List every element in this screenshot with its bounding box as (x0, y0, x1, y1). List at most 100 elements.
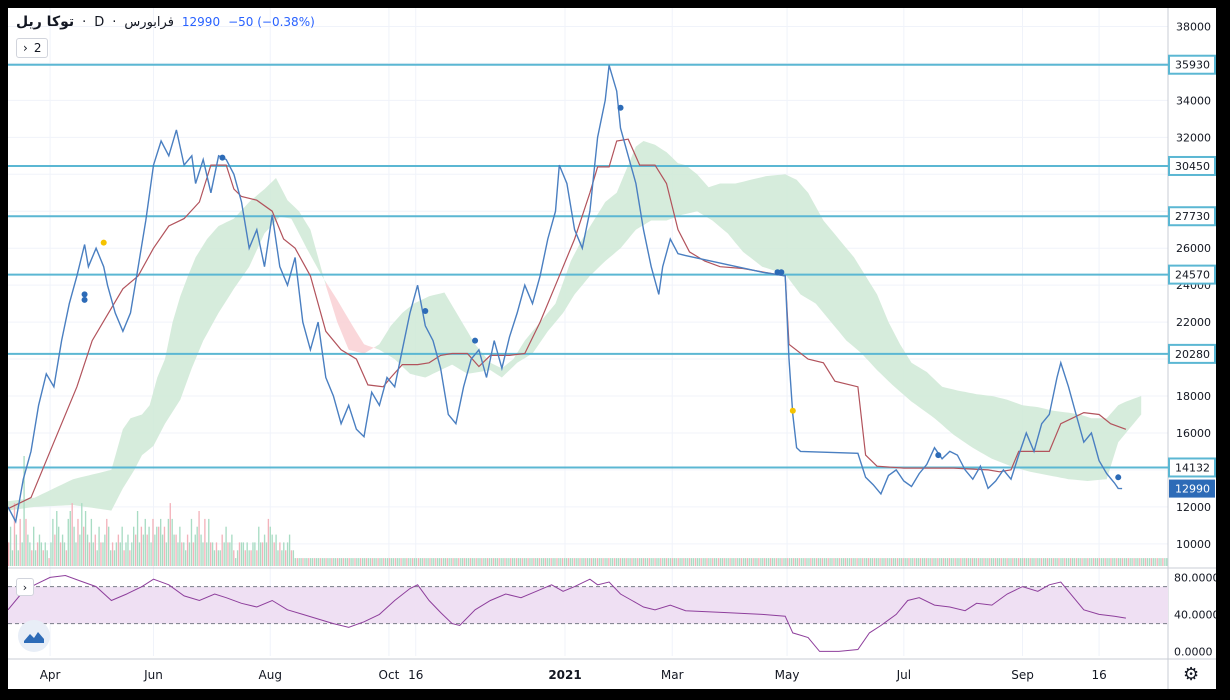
volume-bar (444, 558, 447, 566)
volume-bar (562, 558, 564, 566)
volume-bar (123, 550, 125, 566)
volume-bar (887, 558, 889, 566)
volume-bar (594, 558, 597, 566)
volume-bar (498, 558, 500, 566)
volume-bar (227, 542, 229, 566)
signal-marker (789, 407, 796, 414)
volume-bar (33, 526, 35, 566)
volume-bar (327, 558, 329, 566)
time-tick-label: May (775, 668, 800, 682)
volume-bar (866, 558, 868, 566)
volume-bar (481, 558, 483, 566)
volume-bar (156, 526, 158, 566)
chevron-right-icon: › (23, 41, 28, 55)
volume-bar (290, 550, 293, 566)
volume-bar (210, 542, 212, 566)
volume-bar (687, 558, 689, 566)
volume-bar (614, 558, 616, 566)
chart-canvas[interactable]: 3800034000320002600024000220001800016000… (8, 8, 1216, 689)
volume-bar (413, 558, 416, 566)
volume-bar (660, 558, 662, 566)
volume-bar (1041, 558, 1043, 566)
volume-bar (23, 456, 25, 566)
volume-bar (317, 558, 320, 566)
volume-bar (367, 558, 370, 566)
volume-bar (1141, 558, 1143, 566)
volume-bar (398, 558, 400, 566)
signal-marker (100, 239, 107, 246)
volume-bar (879, 558, 881, 566)
volume-bar (1056, 558, 1058, 566)
volume-bar (300, 558, 302, 566)
volume-bar (527, 558, 529, 566)
volume-bar (17, 550, 19, 566)
volume-bar (454, 558, 456, 566)
interval-label[interactable]: D (94, 14, 105, 30)
volume-bar (1071, 558, 1074, 566)
volume-bar (263, 534, 266, 566)
volume-bar (637, 558, 639, 566)
volume-bar (916, 558, 918, 566)
volume-bar (277, 550, 279, 566)
volume-bar (340, 558, 343, 566)
volume-bar (1133, 558, 1135, 566)
symbol-name[interactable]: توکا ریل (16, 14, 75, 30)
volume-bar (769, 558, 772, 566)
volume-bar (610, 558, 612, 566)
volume-bar (1008, 558, 1010, 566)
volume-bar (989, 558, 991, 566)
volume-bar (286, 542, 289, 566)
volume-bar (248, 550, 250, 566)
level-price-label: 27730 (1175, 210, 1210, 223)
volume-bar (231, 534, 233, 566)
volume-bar (839, 558, 841, 566)
rsi-collapse-button[interactable]: › (16, 578, 34, 596)
volume-bar (410, 558, 412, 566)
volume-bar (100, 542, 102, 566)
volume-bar (964, 558, 966, 566)
volume-bar (617, 558, 620, 566)
collapse-indicators-button[interactable]: › 2 (16, 38, 49, 58)
volume-bar (1127, 558, 1129, 566)
volume-bar (800, 558, 802, 566)
volume-bar (375, 558, 377, 566)
volume-bar (789, 558, 791, 566)
volume-bar (991, 558, 993, 566)
volume-bar (127, 534, 129, 566)
time-tick-label: 16 (1091, 668, 1106, 682)
volume-bar (108, 526, 110, 566)
volume-bar (106, 518, 108, 566)
volume-bar (1050, 558, 1053, 566)
volume-bar (1094, 558, 1097, 566)
volume-bar (606, 558, 608, 566)
volume-bar (564, 558, 566, 566)
volume-bar (475, 558, 477, 566)
volume-bar (908, 558, 910, 566)
volume-bar (577, 558, 579, 566)
volume-bar (806, 558, 808, 566)
volume-bar (429, 558, 431, 566)
volume-bar (59, 542, 62, 566)
volume-bar (802, 558, 804, 566)
volume-bar (777, 558, 779, 566)
gear-icon[interactable]: ⚙ (1183, 664, 1200, 685)
volume-bar (469, 558, 472, 566)
signal-marker (1115, 474, 1122, 481)
volume-bar (75, 542, 77, 566)
volume-bar (904, 558, 906, 566)
volume-bar (1085, 558, 1087, 566)
volume-bar (712, 558, 714, 566)
volume-bar (1129, 558, 1131, 566)
volume-bar (438, 558, 441, 566)
signal-marker (617, 104, 624, 111)
volume-bar (400, 558, 402, 566)
volume-bar (406, 558, 408, 566)
volume-bar (1118, 558, 1120, 566)
volume-bar (9, 526, 12, 566)
volume-bar (791, 558, 793, 566)
volume-bar (417, 558, 420, 566)
volume-bar (1131, 558, 1133, 566)
tradingview-logo-icon[interactable] (18, 620, 50, 652)
volume-bar (1106, 558, 1108, 566)
volume-bar (254, 542, 256, 566)
